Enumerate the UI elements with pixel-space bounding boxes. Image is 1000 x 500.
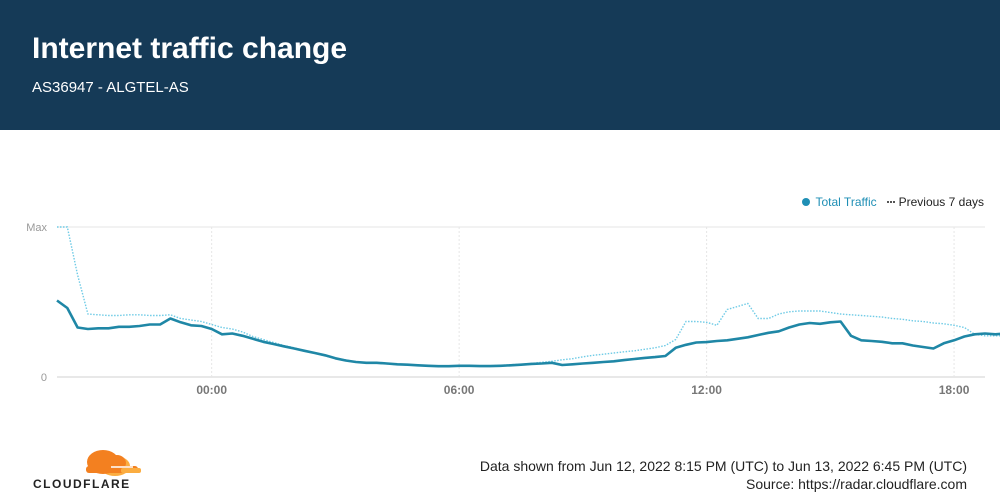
series-line-previous-7-days xyxy=(57,226,1000,368)
x-tick-label: 06:00 xyxy=(444,383,475,397)
legend-item-total-traffic[interactable]: Total Traffic xyxy=(802,195,877,209)
x-tick-label: 18:00 xyxy=(939,383,970,397)
data-range-text: Data shown from Jun 12, 2022 8:15 PM (UT… xyxy=(479,458,967,474)
logo-text: CLOUDFLARE xyxy=(33,477,131,491)
footer-info: Data shown from Jun 12, 2022 8:15 PM (UT… xyxy=(480,457,967,493)
page-subtitle: AS36947 - ALGTEL-AS xyxy=(32,79,189,96)
x-tick-label: 00:00 xyxy=(196,383,227,397)
y-tick-label-max: Max xyxy=(26,222,47,234)
chart-legend: Total Traffic Previous 7 days xyxy=(792,195,984,209)
legend-label-total-traffic: Total Traffic xyxy=(815,195,877,209)
y-tick-label-zero: 0 xyxy=(41,372,47,384)
cloud-icon xyxy=(86,450,141,476)
legend-label-previous-7-days: Previous 7 days xyxy=(898,195,984,209)
legend-dot-icon xyxy=(802,198,811,206)
page-title: Internet traffic change xyxy=(32,32,348,65)
cloudflare-logo: CLOUDFLARE xyxy=(33,450,143,491)
x-tick-label: 12:00 xyxy=(691,383,722,397)
header-banner: Internet traffic change AS36947 - ALGTEL… xyxy=(0,0,1000,130)
series-line-total-traffic xyxy=(56,299,1000,368)
legend-dotted-line-icon xyxy=(886,201,895,203)
source-text: Source: https://radar.cloudflare.com xyxy=(746,476,967,492)
legend-item-previous-7-days[interactable]: Previous 7 days xyxy=(886,195,984,209)
